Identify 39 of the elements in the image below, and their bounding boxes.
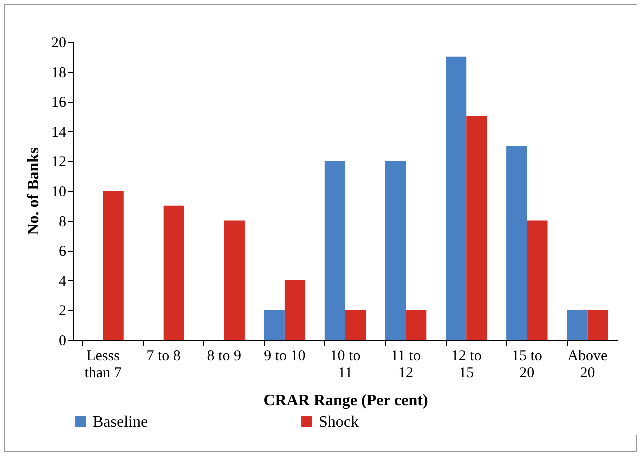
y-tick-label: 18 bbox=[52, 65, 66, 82]
x-tick-label: Lesss than 7 bbox=[84, 348, 122, 382]
bar bbox=[466, 116, 488, 340]
x-tick-label: 11 to 12 bbox=[391, 348, 421, 382]
y-tick-label: 4 bbox=[59, 274, 67, 290]
bar bbox=[264, 310, 285, 340]
x-tick-label: 7 to 8 bbox=[146, 348, 181, 364]
y-tick-label: 8 bbox=[59, 214, 66, 230]
y-tick-label: 16 bbox=[52, 95, 67, 112]
bar bbox=[446, 56, 467, 340]
bar bbox=[224, 220, 245, 340]
bar bbox=[588, 310, 608, 340]
y-tick-label: 0 bbox=[59, 334, 66, 350]
y-tick-label: 14 bbox=[52, 124, 67, 141]
x-tick-label: 9 to 10 bbox=[264, 348, 306, 364]
bar bbox=[284, 280, 306, 340]
legend-label: Shock bbox=[319, 414, 359, 431]
y-tick-label: 12 bbox=[52, 154, 66, 171]
x-tick-label: Above 20 bbox=[568, 348, 608, 382]
y-tick-label: 2 bbox=[59, 304, 66, 320]
bar bbox=[506, 146, 528, 340]
x-tick-label: 10 to 11 bbox=[330, 348, 361, 382]
bar bbox=[346, 310, 366, 340]
y-tick-label: 6 bbox=[59, 244, 67, 260]
bar bbox=[164, 206, 184, 340]
y-axis-title: No. of Banks bbox=[26, 148, 42, 236]
bar bbox=[567, 310, 588, 340]
y-tick-label: 20 bbox=[52, 36, 66, 52]
x-axis-title: CRAR Range (Per cent) bbox=[264, 392, 428, 410]
y-tick-label: 10 bbox=[52, 184, 66, 200]
x-tick-label: 15 to 20 bbox=[512, 348, 542, 382]
bar bbox=[103, 191, 124, 340]
x-tick-label: 8 to 9 bbox=[207, 348, 242, 364]
bar bbox=[527, 220, 548, 340]
bar bbox=[324, 161, 346, 340]
x-tick-label: 12 to 15 bbox=[451, 348, 482, 382]
bar bbox=[385, 161, 406, 340]
bar bbox=[406, 310, 427, 340]
legend-label: Baseline bbox=[93, 414, 148, 431]
